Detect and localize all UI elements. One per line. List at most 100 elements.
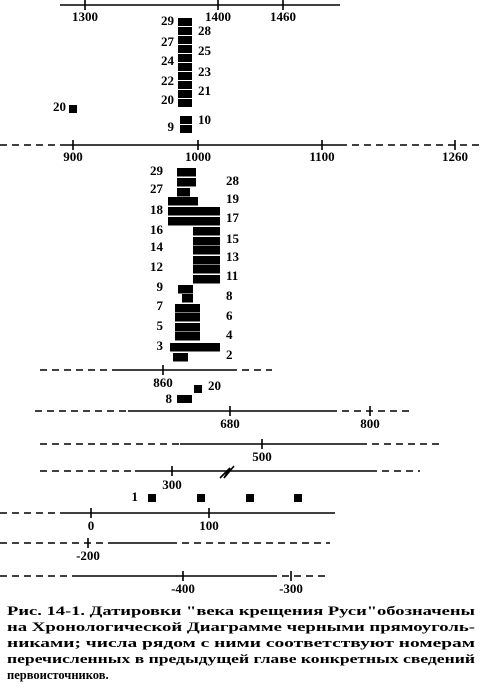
date-bar	[168, 197, 198, 206]
date-bar	[175, 323, 200, 332]
tick-label: 1300	[72, 9, 98, 24]
date-bar	[193, 227, 220, 236]
date-bar	[177, 395, 192, 403]
tick-label: -400	[171, 581, 195, 596]
item-label: 29	[150, 163, 164, 178]
item-label: 5	[157, 318, 164, 333]
item-label: 13	[226, 249, 240, 264]
item-label: 27	[161, 34, 175, 49]
item-label: 7	[157, 298, 164, 313]
item-label: 23	[198, 64, 212, 79]
scale-lines	[0, 4, 482, 577]
item-label: 20	[53, 99, 66, 114]
caption-line: перечисленных в предыдущей главе конкрет…	[7, 652, 475, 666]
date-bar	[193, 237, 220, 246]
date-bar	[175, 332, 200, 341]
date-bar	[177, 178, 196, 187]
tick-label: 800	[360, 416, 380, 431]
date-bar	[197, 494, 205, 502]
item-label: 20	[208, 378, 221, 393]
date-bar	[182, 294, 193, 303]
item-label: 12	[150, 259, 163, 274]
date-bar	[180, 116, 192, 124]
tick-label: -300	[279, 581, 303, 596]
tick-label: 1100	[309, 149, 334, 164]
tick-label: 900	[63, 149, 83, 164]
date-bar	[193, 256, 220, 265]
tick-label: 1260	[442, 149, 468, 164]
date-bar	[148, 494, 156, 502]
date-bar	[177, 168, 196, 177]
item-label: 17	[226, 210, 240, 225]
date-bar	[178, 72, 192, 80]
item-label: 22	[161, 73, 174, 88]
item-label: 19	[226, 191, 240, 206]
date-bar	[178, 90, 192, 98]
caption-line: Рис. 14-1. Датировки "века крещения Руси…	[7, 604, 475, 618]
date-bar	[246, 494, 254, 502]
date-bar	[294, 494, 302, 502]
date-bar	[193, 265, 220, 274]
date-bars	[69, 18, 302, 502]
item-label: 25	[198, 43, 212, 58]
item-label: 20	[161, 92, 174, 107]
item-label: 16	[150, 222, 164, 237]
item-label: 24	[161, 53, 175, 68]
item-label: 1	[132, 489, 139, 504]
date-bar	[193, 275, 220, 284]
date-bar	[168, 207, 220, 216]
tick-label: -200	[76, 548, 100, 563]
tick-label: 100	[199, 518, 219, 533]
caption-line: первоисточников.	[7, 668, 109, 682]
caption-line: на Хронологической Диаграмме черными пря…	[7, 620, 475, 634]
item-label: 21	[198, 83, 211, 98]
caption-line: никами; числа рядом с ними соответствуют…	[7, 636, 476, 650]
item-label: 10	[198, 112, 211, 127]
date-bar	[170, 343, 220, 352]
date-bar	[178, 27, 192, 35]
item-label: 15	[226, 231, 240, 246]
tick-label: 1400	[205, 9, 231, 24]
item-label: 11	[226, 268, 238, 283]
item-label: 3	[157, 338, 164, 353]
date-bar	[180, 125, 192, 133]
date-bar	[193, 246, 220, 255]
date-bar	[178, 36, 192, 44]
tick-label: 860	[153, 375, 173, 390]
item-label: 4	[226, 327, 233, 342]
tick-marks	[72, 0, 456, 581]
date-bar	[175, 313, 200, 322]
item-label: 27	[150, 181, 164, 196]
date-bar	[168, 217, 220, 226]
date-bar	[69, 105, 77, 113]
tick-label: 300	[162, 477, 182, 492]
item-label: 8	[226, 288, 233, 303]
item-label: 9	[157, 279, 164, 294]
date-bar	[178, 45, 192, 53]
item-label: 9	[168, 119, 175, 134]
item-label: 8	[166, 391, 173, 406]
item-label: 6	[226, 308, 233, 323]
tick-label: 1460	[270, 9, 296, 24]
item-label: 14	[150, 239, 164, 254]
date-bar	[178, 18, 192, 26]
date-bar	[194, 385, 202, 393]
date-bar	[175, 304, 200, 313]
item-label: 29	[161, 13, 175, 28]
date-bar	[173, 353, 188, 362]
tick-label: 500	[252, 449, 272, 464]
date-bar	[178, 81, 192, 89]
item-label: 28	[226, 173, 240, 188]
item-label: 2	[226, 347, 233, 362]
date-bar	[178, 285, 193, 294]
tick-label: 0	[88, 518, 95, 533]
item-label: 28	[198, 23, 212, 38]
tick-label: 680	[220, 416, 240, 431]
date-bar	[177, 188, 190, 197]
date-bar	[178, 54, 192, 62]
tick-label: 1000	[185, 149, 211, 164]
date-bar	[178, 63, 192, 71]
date-bar	[178, 99, 192, 107]
